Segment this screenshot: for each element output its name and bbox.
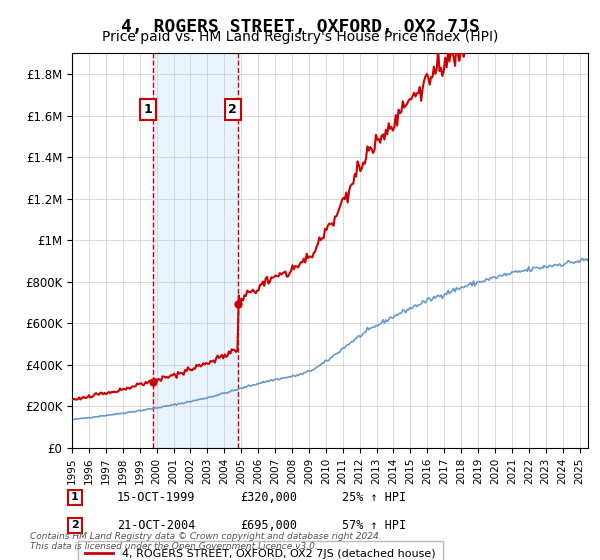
Text: 21-OCT-2004: 21-OCT-2004 [117,519,196,532]
Text: 15-OCT-1999: 15-OCT-1999 [117,491,196,504]
Text: 1: 1 [71,492,79,502]
Text: £695,000: £695,000 [240,519,297,532]
Text: Price paid vs. HM Land Registry's House Price Index (HPI): Price paid vs. HM Land Registry's House … [102,30,498,44]
Text: 4, ROGERS STREET, OXFORD, OX2 7JS: 4, ROGERS STREET, OXFORD, OX2 7JS [121,18,479,36]
Text: £320,000: £320,000 [240,491,297,504]
Text: 1: 1 [143,103,152,116]
Text: 57% ↑ HPI: 57% ↑ HPI [342,519,406,532]
Legend: 4, ROGERS STREET, OXFORD, OX2 7JS (detached house), HPI: Average price, detached: 4, ROGERS STREET, OXFORD, OX2 7JS (detac… [77,542,443,560]
Bar [153,53,238,448]
Text: 25% ↑ HPI: 25% ↑ HPI [342,491,406,504]
Text: 2: 2 [71,520,79,530]
Text: Contains HM Land Registry data © Crown copyright and database right 2024.
This d: Contains HM Land Registry data © Crown c… [30,531,382,551]
Text: 2: 2 [229,103,237,116]
